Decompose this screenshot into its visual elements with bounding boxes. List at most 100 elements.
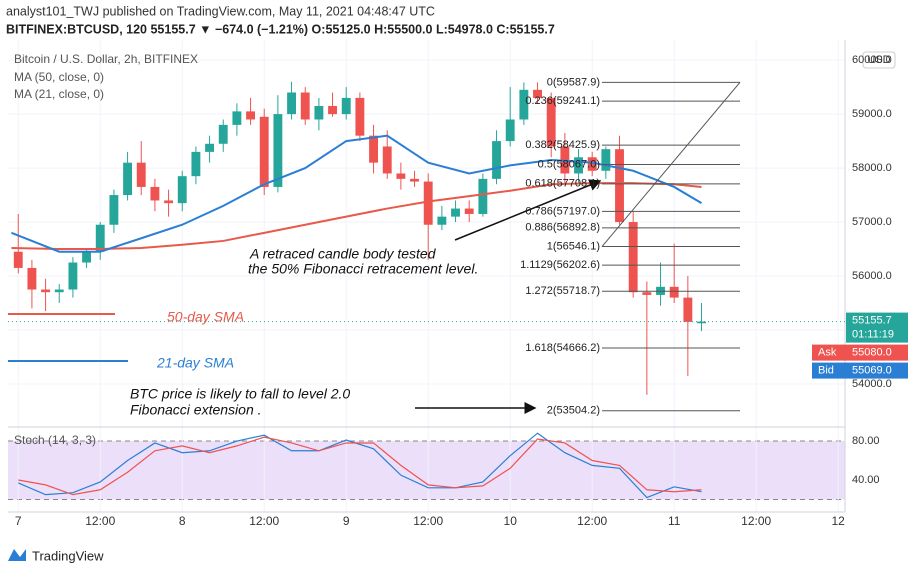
fib-label: 0.618(57708.1): [525, 178, 600, 190]
fib-label: 1(56546.1): [547, 240, 600, 252]
candle-body: [369, 135, 378, 163]
candle-body: [232, 111, 242, 125]
legend-entry: MA (50, close, 0): [14, 70, 104, 84]
candle-body: [246, 111, 256, 120]
candle-body: [27, 267, 37, 290]
candle-body: [123, 162, 133, 196]
y-tick-label: 80.00: [852, 435, 880, 447]
y-tick-label: 58000.0: [852, 162, 892, 174]
x-tick-label: 12:00: [249, 514, 279, 528]
candle-body: [136, 162, 146, 187]
candle-body: [546, 97, 556, 147]
candle-body: [314, 105, 324, 120]
arrow: [454, 179, 602, 241]
fib-label: 2(53504.2): [547, 405, 600, 417]
candle-body: [410, 178, 419, 182]
publisher: analyst101_TWJ published on TradingView.…: [6, 4, 435, 18]
candle-body: [601, 149, 611, 171]
candle-body: [574, 157, 583, 174]
fib-trend: [601, 82, 741, 247]
candle-body: [519, 89, 529, 120]
candle-body: [273, 114, 283, 187]
stoch-line: [18, 436, 702, 496]
candle-body: [437, 216, 447, 225]
x-tick-label: 8: [179, 514, 186, 528]
candle-body: [13, 251, 23, 268]
fib-label: 1.618(54666.2): [525, 342, 600, 354]
bid-name: Bid: [818, 365, 834, 377]
candle-body: [587, 157, 597, 171]
y-tick-label: 60000.0: [852, 54, 892, 66]
x-tick-label: 11: [668, 514, 681, 528]
candle-body: [150, 186, 160, 201]
candle-body: [82, 251, 92, 263]
symbol-line: BITFINEX:BTCUSD, 120 55155.7 ▼ −674.0 (−…: [6, 22, 555, 36]
candle-body: [355, 97, 365, 136]
x-tick-label: 7: [15, 514, 22, 528]
y-tick-label: 57000.0: [852, 216, 892, 228]
candle-body: [505, 119, 515, 142]
x-tick-label: 9: [343, 514, 350, 528]
candle-body: [259, 116, 269, 187]
bid-label: 55069.0: [852, 365, 892, 377]
stoch-band: [8, 441, 845, 500]
fib-label: 0.886(56892.8): [525, 222, 600, 234]
x-tick-label: 12:00: [85, 514, 115, 528]
x-tick-label: 12:00: [577, 514, 607, 528]
ask-tag: [812, 344, 908, 361]
currency-box[interactable]: [862, 51, 896, 69]
x-tick-label: 12:00: [741, 514, 771, 528]
candle-body: [451, 208, 460, 217]
candle-body: [382, 146, 392, 174]
annotation: A retraced candle body tested: [249, 246, 437, 262]
chart-title: Bitcoin / U.S. Dollar, 2h, BITFINEX: [14, 52, 198, 66]
y-tick-label: 40.00: [852, 474, 880, 486]
annotation: 21-day SMA: [156, 355, 234, 371]
fib-label: 1.272(55718.7): [525, 285, 600, 297]
x-tick-label: 12:00: [413, 514, 443, 528]
x-tick-label: 12: [831, 514, 845, 528]
candle-body: [300, 92, 310, 120]
candle-body: [287, 92, 296, 115]
fib-label: 1.1129(56202.6): [520, 259, 600, 271]
last-price-tag: [846, 312, 908, 343]
y-tick-label: 56000.0: [852, 270, 892, 282]
stoch-title: Stoch (14, 3, 3): [14, 433, 96, 447]
candle-body: [341, 97, 351, 115]
annotation: BTC price is likely to fall to level 2.0: [130, 386, 350, 402]
candle-body: [423, 181, 433, 225]
candle-body: [396, 173, 406, 179]
countdown: 01:11:19: [852, 329, 894, 341]
fib-label: 0.5(58067.0): [538, 158, 600, 170]
y-tick-label: 59000.0: [852, 108, 892, 120]
candle-body: [464, 208, 474, 214]
candle-body: [478, 178, 488, 214]
ask-label: 55080.0: [852, 347, 892, 359]
annotation: the 50% Fibonacci retracement level.: [248, 261, 478, 277]
candle-body: [533, 89, 542, 98]
candle-body: [109, 195, 119, 225]
candle-body: [191, 151, 201, 177]
candle-body: [328, 105, 337, 115]
candle-body: [95, 224, 105, 252]
fib-label: 0(59587.9): [547, 76, 600, 88]
annotation: Fibonacci extension .: [130, 402, 262, 418]
fib-label: 0.236(59241.1): [525, 95, 600, 107]
candle-body: [164, 200, 174, 204]
candle-body: [642, 292, 652, 295]
logo: [8, 549, 26, 561]
fib-label: 0.382(58425.9): [525, 139, 600, 151]
last-price-label: 55155.7: [852, 315, 892, 327]
candle-body: [669, 286, 679, 298]
candle-body: [218, 124, 228, 144]
annotation: 50-day SMA: [167, 309, 244, 325]
candle-body: [492, 141, 501, 179]
y-tick-label: 54000.0: [852, 378, 892, 390]
currency: USD: [867, 54, 890, 66]
candle-body: [615, 149, 624, 223]
ask-name: Ask: [818, 347, 837, 359]
candle-body: [205, 143, 215, 152]
candle-body: [697, 321, 706, 324]
